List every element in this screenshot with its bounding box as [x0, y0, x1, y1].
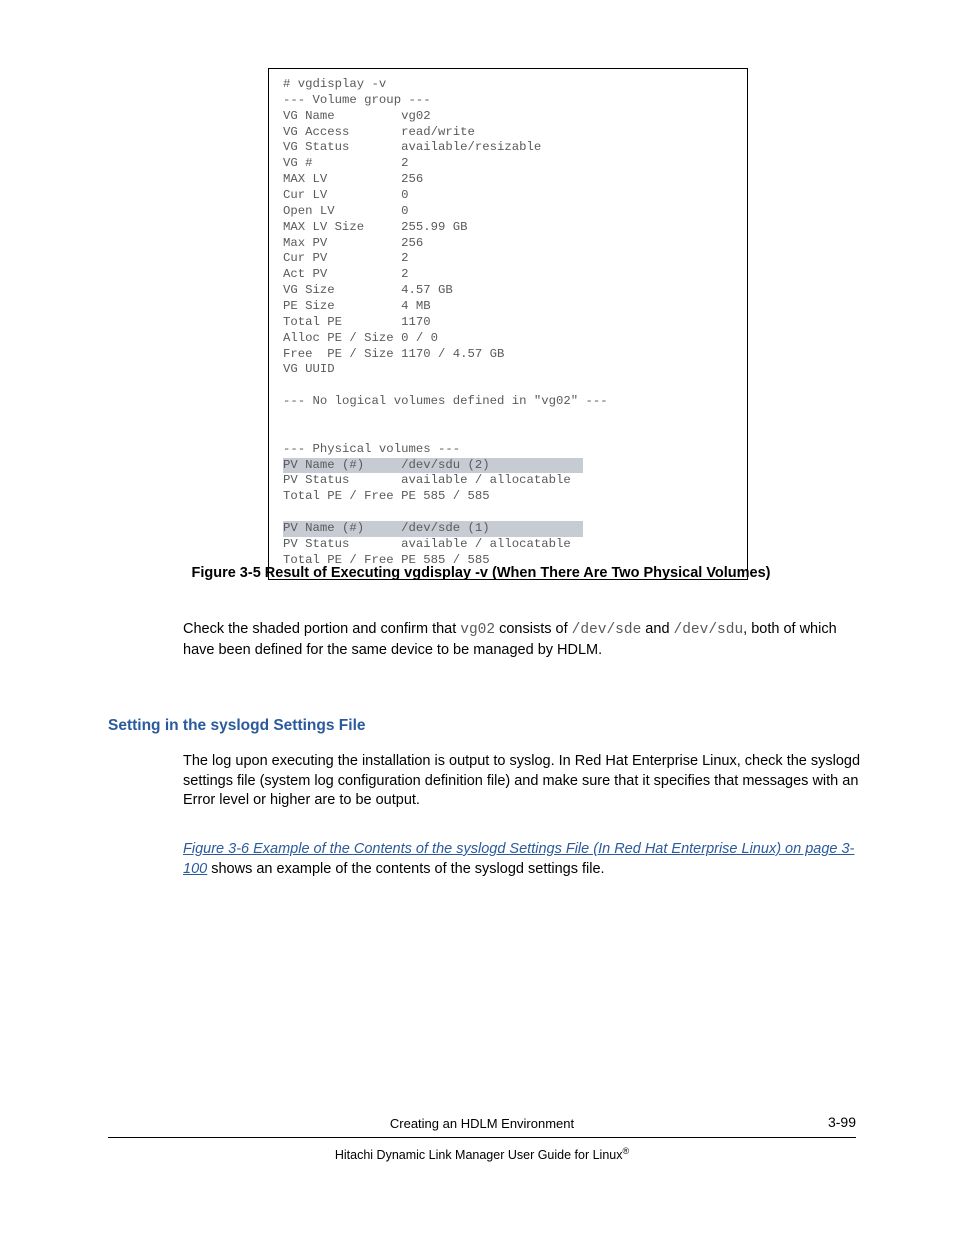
para1-mid2: and — [641, 621, 673, 637]
registered-mark: ® — [622, 1146, 629, 1156]
footer-book-title: Hitachi Dynamic Link Manager User Guide … — [108, 1146, 856, 1162]
para1-pre: Check the shaded portion and confirm tha… — [183, 621, 460, 637]
para1-mid1: consists of — [495, 621, 572, 637]
footer-subtitle-text: Hitachi Dynamic Link Manager User Guide … — [335, 1148, 623, 1162]
para3-post: shows an example of the contents of the … — [207, 861, 604, 877]
page-number: 3-99 — [828, 1114, 856, 1130]
figure-caption: Figure 3-5 Result of Executing vgdisplay… — [126, 564, 836, 584]
paragraph-syslog-desc: The log upon executing the installation … — [183, 752, 863, 811]
paragraph-figure-ref: Figure 3-6 Example of the Contents of th… — [183, 840, 863, 879]
section-heading-syslogd: Setting in the syslogd Settings File — [108, 717, 366, 735]
code-dev-sdu: /dev/sdu — [674, 622, 744, 638]
paragraph-check-shaded: Check the shaded portion and confirm tha… — [183, 620, 863, 660]
terminal-output: # vgdisplay -v --- Volume group --- VG N… — [268, 68, 748, 580]
footer-chapter-title: Creating an HDLM Environment — [108, 1116, 856, 1131]
footer-rule — [108, 1137, 856, 1138]
code-dev-sde: /dev/sde — [572, 622, 642, 638]
code-vg02: vg02 — [460, 622, 495, 638]
